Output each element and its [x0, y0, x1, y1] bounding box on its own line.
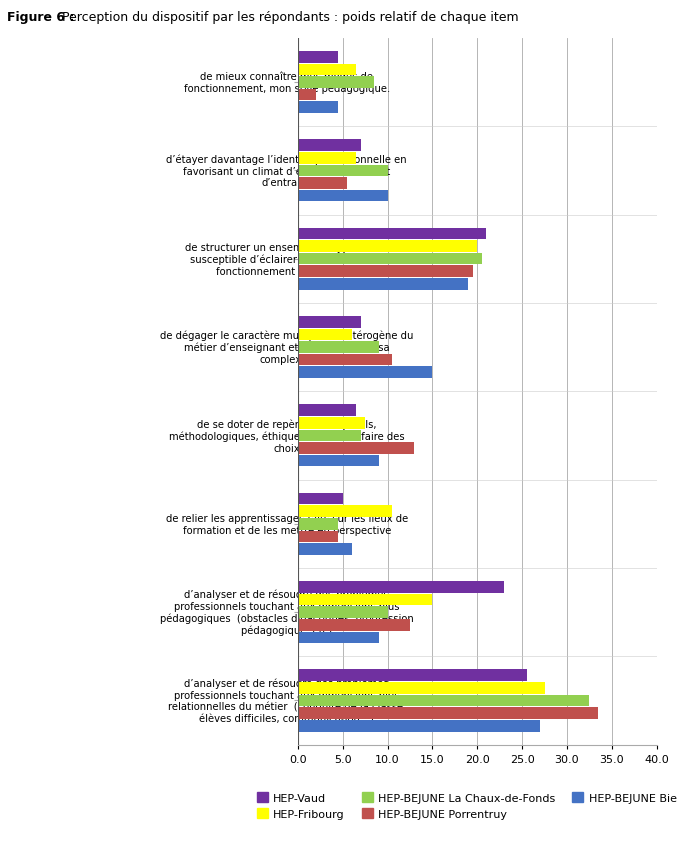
- Bar: [298, 355, 392, 366]
- Bar: [298, 367, 433, 379]
- Bar: [298, 455, 378, 467]
- Bar: [298, 708, 598, 719]
- Bar: [298, 241, 477, 252]
- Bar: [298, 405, 356, 417]
- Bar: [298, 77, 374, 89]
- Bar: [298, 418, 365, 429]
- Bar: [298, 102, 338, 114]
- Bar: [298, 228, 486, 240]
- Bar: [298, 329, 352, 341]
- Bar: [298, 619, 410, 631]
- Bar: [298, 190, 387, 202]
- Bar: [298, 682, 544, 694]
- Bar: [298, 670, 527, 681]
- Bar: [298, 531, 338, 542]
- Bar: [298, 140, 361, 152]
- Bar: [298, 266, 473, 278]
- Bar: [298, 342, 378, 353]
- Bar: [298, 430, 361, 442]
- Legend: HEP-Vaud, HEP-Fribourg, HEP-BEJUNE La Chaux-de-Fonds, HEP-BEJUNE Porrentruy, HEP: HEP-Vaud, HEP-Fribourg, HEP-BEJUNE La Ch…: [253, 790, 677, 822]
- Bar: [298, 581, 504, 593]
- Bar: [298, 443, 414, 455]
- Bar: [298, 594, 433, 605]
- Bar: [298, 607, 387, 618]
- Bar: [298, 518, 338, 530]
- Bar: [298, 90, 315, 102]
- Text: Figure 6 :: Figure 6 :: [7, 11, 74, 24]
- Bar: [298, 165, 387, 177]
- Bar: [298, 632, 378, 643]
- Bar: [298, 279, 468, 290]
- Bar: [298, 52, 338, 64]
- Bar: [298, 505, 392, 517]
- Bar: [298, 152, 356, 164]
- Bar: [298, 317, 361, 328]
- Bar: [298, 720, 540, 732]
- Bar: [298, 254, 482, 265]
- Bar: [298, 493, 343, 505]
- Bar: [298, 695, 590, 706]
- Bar: [298, 178, 347, 189]
- Text: Perception du dispositif par les répondants : poids relatif de chaque item: Perception du dispositif par les réponda…: [58, 11, 518, 24]
- Bar: [298, 543, 352, 555]
- Bar: [298, 65, 356, 76]
